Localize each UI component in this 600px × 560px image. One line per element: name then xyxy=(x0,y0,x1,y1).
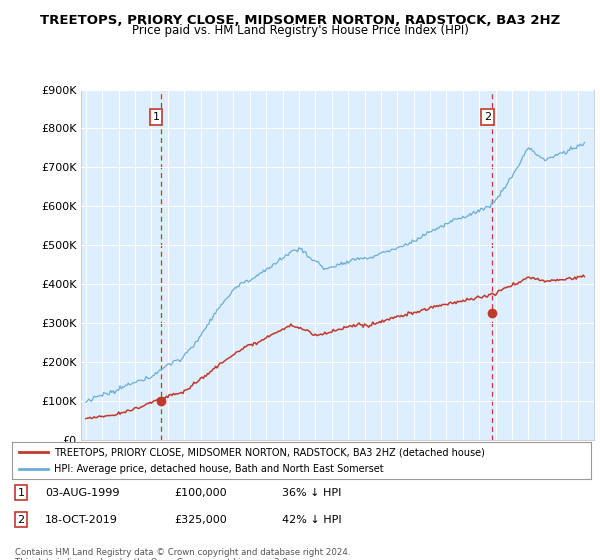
Text: 2: 2 xyxy=(17,515,25,525)
Text: 18-OCT-2019: 18-OCT-2019 xyxy=(45,515,118,525)
Text: TREETOPS, PRIORY CLOSE, MIDSOMER NORTON, RADSTOCK, BA3 2HZ (detached house): TREETOPS, PRIORY CLOSE, MIDSOMER NORTON,… xyxy=(53,447,485,457)
Text: 2: 2 xyxy=(484,112,491,122)
Text: 36% ↓ HPI: 36% ↓ HPI xyxy=(282,488,341,498)
Text: £100,000: £100,000 xyxy=(174,488,227,498)
Text: 03-AUG-1999: 03-AUG-1999 xyxy=(45,488,119,498)
Text: HPI: Average price, detached house, Bath and North East Somerset: HPI: Average price, detached house, Bath… xyxy=(53,464,383,474)
Text: 1: 1 xyxy=(152,112,160,122)
Text: Contains HM Land Registry data © Crown copyright and database right 2024.
This d: Contains HM Land Registry data © Crown c… xyxy=(15,548,350,560)
Text: TREETOPS, PRIORY CLOSE, MIDSOMER NORTON, RADSTOCK, BA3 2HZ: TREETOPS, PRIORY CLOSE, MIDSOMER NORTON,… xyxy=(40,14,560,27)
Text: 1: 1 xyxy=(17,488,25,498)
Text: 42% ↓ HPI: 42% ↓ HPI xyxy=(282,515,341,525)
Text: £325,000: £325,000 xyxy=(174,515,227,525)
Text: Price paid vs. HM Land Registry's House Price Index (HPI): Price paid vs. HM Land Registry's House … xyxy=(131,24,469,37)
